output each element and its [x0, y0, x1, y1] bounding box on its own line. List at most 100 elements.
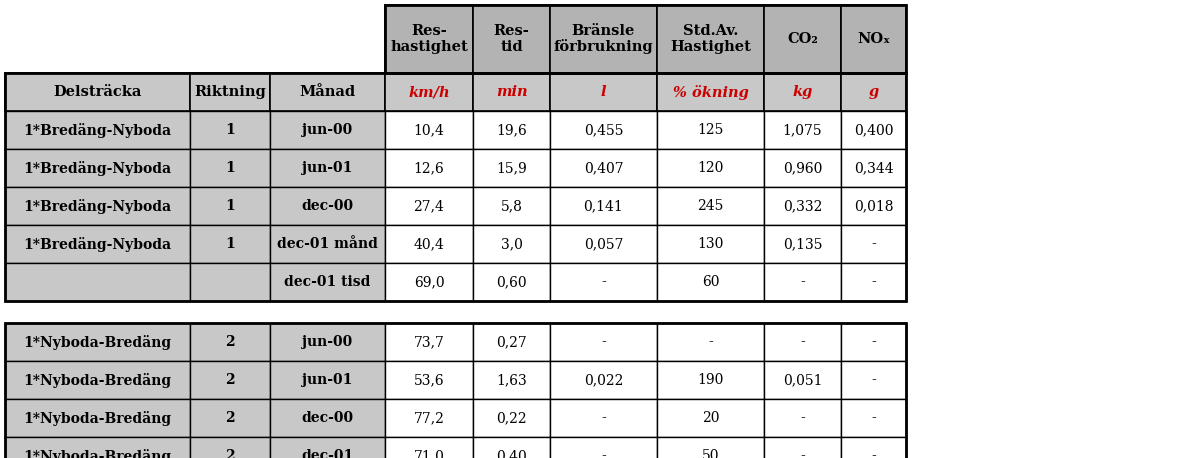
- Text: 71,0: 71,0: [414, 449, 445, 458]
- Bar: [385, 111, 473, 149]
- Bar: [657, 225, 764, 263]
- Bar: [473, 5, 550, 73]
- Text: g: g: [869, 85, 879, 99]
- Bar: [764, 263, 842, 301]
- Bar: [842, 149, 906, 187]
- Bar: [5, 437, 190, 458]
- Bar: [764, 111, 842, 149]
- Text: 12,6: 12,6: [414, 161, 445, 175]
- Text: % ökning: % ökning: [672, 84, 749, 99]
- Bar: [764, 225, 842, 263]
- Bar: [842, 399, 906, 437]
- Text: kg: kg: [793, 85, 813, 99]
- Bar: [550, 5, 657, 73]
- Text: 0,018: 0,018: [853, 199, 893, 213]
- Text: 125: 125: [697, 123, 724, 137]
- Bar: [550, 323, 657, 361]
- Text: hastighet: hastighet: [390, 40, 468, 54]
- Text: Månad: Månad: [299, 85, 355, 99]
- Text: 130: 130: [697, 237, 724, 251]
- Bar: [842, 5, 906, 73]
- Text: 0,332: 0,332: [783, 199, 822, 213]
- Bar: [190, 111, 271, 149]
- Text: 0,40: 0,40: [496, 449, 527, 458]
- Text: -: -: [871, 411, 876, 425]
- Bar: [385, 437, 473, 458]
- Bar: [385, 149, 473, 187]
- Bar: [190, 149, 271, 187]
- Text: 0,135: 0,135: [783, 237, 822, 251]
- Text: Bränsle: Bränsle: [572, 24, 635, 38]
- Text: dec-00: dec-00: [302, 199, 354, 213]
- Text: 2: 2: [225, 449, 235, 458]
- Bar: [842, 263, 906, 301]
- Text: 0,60: 0,60: [496, 275, 527, 289]
- Bar: [271, 437, 385, 458]
- Text: 73,7: 73,7: [414, 335, 445, 349]
- Text: -: -: [800, 335, 805, 349]
- Bar: [550, 73, 657, 111]
- Text: 1: 1: [225, 237, 235, 251]
- Bar: [5, 187, 190, 225]
- Text: jun-01: jun-01: [303, 161, 353, 175]
- Bar: [473, 111, 550, 149]
- Text: 1,63: 1,63: [496, 373, 527, 387]
- Text: -: -: [871, 275, 876, 289]
- Bar: [842, 437, 906, 458]
- Bar: [657, 111, 764, 149]
- Text: -: -: [800, 275, 805, 289]
- Text: 2: 2: [225, 335, 235, 349]
- Bar: [5, 5, 190, 73]
- Bar: [473, 323, 550, 361]
- Bar: [271, 399, 385, 437]
- Bar: [842, 323, 906, 361]
- Text: -: -: [871, 449, 876, 458]
- Text: 1: 1: [225, 161, 235, 175]
- Bar: [385, 323, 473, 361]
- Bar: [385, 225, 473, 263]
- Bar: [385, 187, 473, 225]
- Bar: [657, 73, 764, 111]
- Text: jun-00: jun-00: [303, 335, 353, 349]
- Bar: [473, 263, 550, 301]
- Text: dec-01 månd: dec-01 månd: [277, 237, 378, 251]
- Bar: [5, 111, 190, 149]
- Bar: [473, 361, 550, 399]
- Bar: [271, 187, 385, 225]
- Text: 40,4: 40,4: [414, 237, 445, 251]
- Text: förbrukning: förbrukning: [554, 39, 653, 55]
- Text: 20: 20: [702, 411, 719, 425]
- Text: -: -: [871, 237, 876, 251]
- Text: 1: 1: [225, 199, 235, 213]
- Text: l: l: [601, 85, 607, 99]
- Text: 1: 1: [225, 123, 235, 137]
- Bar: [550, 111, 657, 149]
- Bar: [190, 5, 271, 73]
- Text: 1*Bredäng-Nyboda: 1*Bredäng-Nyboda: [24, 198, 172, 213]
- Bar: [5, 399, 190, 437]
- Text: -: -: [601, 275, 606, 289]
- Text: 1*Bredäng-Nyboda: 1*Bredäng-Nyboda: [24, 236, 172, 251]
- Bar: [842, 361, 906, 399]
- Bar: [764, 149, 842, 187]
- Text: Res-: Res-: [411, 24, 447, 38]
- Bar: [271, 361, 385, 399]
- Bar: [550, 361, 657, 399]
- Bar: [550, 187, 657, 225]
- Bar: [190, 361, 271, 399]
- Bar: [473, 73, 550, 111]
- Text: 2: 2: [225, 373, 235, 387]
- Text: jun-00: jun-00: [303, 123, 353, 137]
- Text: Res-: Res-: [493, 24, 529, 38]
- Bar: [764, 437, 842, 458]
- Bar: [473, 225, 550, 263]
- Text: 5,8: 5,8: [501, 199, 522, 213]
- Bar: [657, 187, 764, 225]
- Bar: [385, 5, 906, 73]
- Bar: [657, 323, 764, 361]
- Text: 1*Nyboda-Bredäng: 1*Nyboda-Bredäng: [24, 448, 172, 458]
- Text: 0,051: 0,051: [783, 373, 822, 387]
- Bar: [385, 5, 473, 73]
- Text: 77,2: 77,2: [414, 411, 445, 425]
- Text: 19,6: 19,6: [496, 123, 527, 137]
